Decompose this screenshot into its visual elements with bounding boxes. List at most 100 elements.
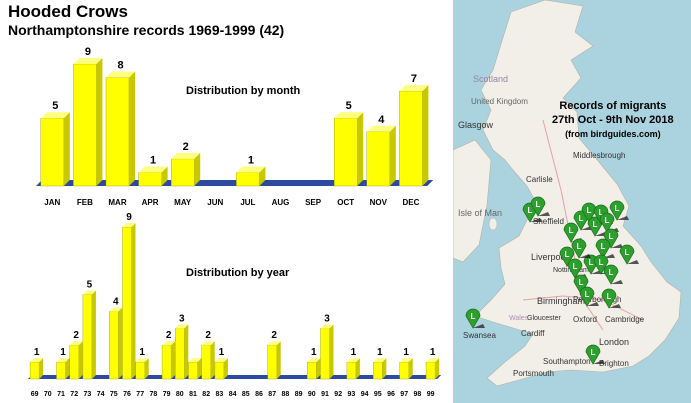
marker-label: L bbox=[528, 206, 533, 215]
page-subtitle: Northamptonshire records 1969-1999 (42) bbox=[8, 22, 285, 38]
marker-pin bbox=[530, 196, 546, 217]
marker-label: L bbox=[607, 292, 612, 301]
marker-pin bbox=[593, 254, 609, 275]
bar bbox=[138, 172, 162, 187]
chart-floor bbox=[36, 180, 434, 186]
bar-value-label: 1 bbox=[403, 347, 409, 358]
bar-top bbox=[320, 324, 334, 329]
bar-value-label: 1 bbox=[60, 347, 66, 358]
map-place-label: Middlesbrough bbox=[573, 151, 625, 160]
bar-value-label: 2 bbox=[205, 330, 211, 341]
bar-value-label: 1 bbox=[248, 154, 254, 166]
tick-label: 71 bbox=[57, 391, 65, 398]
bar bbox=[320, 328, 330, 380]
bar-top bbox=[73, 58, 103, 64]
marker-label: L bbox=[615, 204, 620, 213]
bar-top bbox=[106, 71, 135, 78]
tick-label: 79 bbox=[163, 391, 171, 398]
bar-side bbox=[259, 166, 266, 186]
tick-label: 77 bbox=[136, 391, 144, 398]
bar-top bbox=[334, 112, 364, 119]
tick-label: JAN bbox=[44, 198, 60, 207]
bar bbox=[366, 131, 390, 187]
bar-side bbox=[118, 307, 123, 379]
bar-side bbox=[96, 58, 103, 186]
tick-label: 93 bbox=[348, 391, 356, 398]
tick-label: 81 bbox=[189, 391, 197, 398]
bar bbox=[73, 63, 97, 187]
bar bbox=[307, 361, 317, 380]
marker-pin bbox=[603, 264, 619, 285]
bar bbox=[40, 118, 64, 187]
marker-label: L bbox=[577, 242, 582, 251]
marker-label: L bbox=[593, 220, 598, 229]
tick-label: 97 bbox=[400, 391, 408, 398]
tick-label: 95 bbox=[374, 391, 382, 398]
marker-label: L bbox=[585, 290, 590, 299]
marker-label: L bbox=[579, 278, 584, 287]
bar bbox=[425, 361, 436, 380]
map-marker-icon: L bbox=[465, 308, 485, 329]
map-place-label: Wales bbox=[509, 315, 529, 322]
map-place-label: Sheffield bbox=[533, 217, 564, 226]
marker-shadow bbox=[538, 212, 550, 216]
marker-label: L bbox=[625, 248, 630, 257]
marker-pin bbox=[609, 200, 625, 221]
charts: Distribution by month 5 JAN 9 FEB 8 MAR 1 APR 2 MA… bbox=[28, 46, 442, 398]
bar-side bbox=[78, 341, 83, 379]
bar-side bbox=[329, 324, 334, 379]
tick-label: 96 bbox=[387, 391, 395, 398]
marker-shadow bbox=[530, 218, 542, 222]
marker-shadow bbox=[617, 216, 629, 220]
tick-label: JUL bbox=[240, 198, 255, 207]
chart-title: Distribution by month bbox=[186, 85, 301, 97]
bar-side bbox=[65, 358, 70, 379]
bar bbox=[334, 118, 358, 187]
bar-value-label: 8 bbox=[117, 60, 123, 72]
bar-value-label: 5 bbox=[52, 100, 58, 112]
bar-side bbox=[422, 85, 429, 186]
marker-label: L bbox=[471, 312, 476, 321]
bar-top bbox=[307, 358, 321, 363]
map-place-label: Glasgow bbox=[458, 120, 494, 130]
marker-label: L bbox=[565, 250, 570, 259]
marker-label: L bbox=[591, 348, 596, 357]
ireland-landmass bbox=[453, 139, 492, 263]
marker-shadow bbox=[627, 260, 639, 264]
bar-value-label: 9 bbox=[85, 46, 91, 58]
bar-value-label: 1 bbox=[219, 347, 225, 358]
isle-of-man-landmass bbox=[488, 217, 498, 231]
map-place-label: Swansea bbox=[463, 331, 496, 340]
map-marker-icon: L bbox=[609, 200, 629, 221]
tick-label: 76 bbox=[123, 391, 131, 398]
tick-label: 85 bbox=[242, 391, 250, 398]
marker-label: L bbox=[609, 232, 614, 241]
bar-top bbox=[366, 125, 396, 132]
bar bbox=[105, 77, 130, 187]
bar-side bbox=[408, 358, 413, 379]
bar-side bbox=[316, 358, 321, 379]
bar bbox=[170, 158, 195, 187]
bar-value-label: 2 bbox=[271, 330, 277, 341]
bar bbox=[161, 345, 172, 380]
bar-top bbox=[162, 341, 176, 346]
bar-side bbox=[435, 358, 440, 379]
tick-label: 75 bbox=[110, 391, 118, 398]
bar-side bbox=[210, 341, 215, 379]
bar bbox=[175, 328, 185, 380]
bar-side bbox=[355, 358, 360, 379]
bar-value-label: 1 bbox=[139, 347, 145, 358]
bar-side bbox=[63, 112, 70, 186]
tick-label: 88 bbox=[282, 391, 290, 398]
map-place-label: Birmingham bbox=[537, 296, 585, 306]
bar bbox=[399, 361, 409, 380]
map-marker-icon: L bbox=[571, 238, 591, 259]
bar bbox=[346, 361, 357, 380]
bar-top bbox=[171, 152, 201, 159]
marker-pin bbox=[599, 212, 615, 233]
tick-label: 72 bbox=[70, 391, 78, 398]
tick-label: 99 bbox=[427, 391, 435, 398]
map-place-label: Isle of Man bbox=[458, 208, 502, 218]
bar bbox=[267, 345, 277, 380]
